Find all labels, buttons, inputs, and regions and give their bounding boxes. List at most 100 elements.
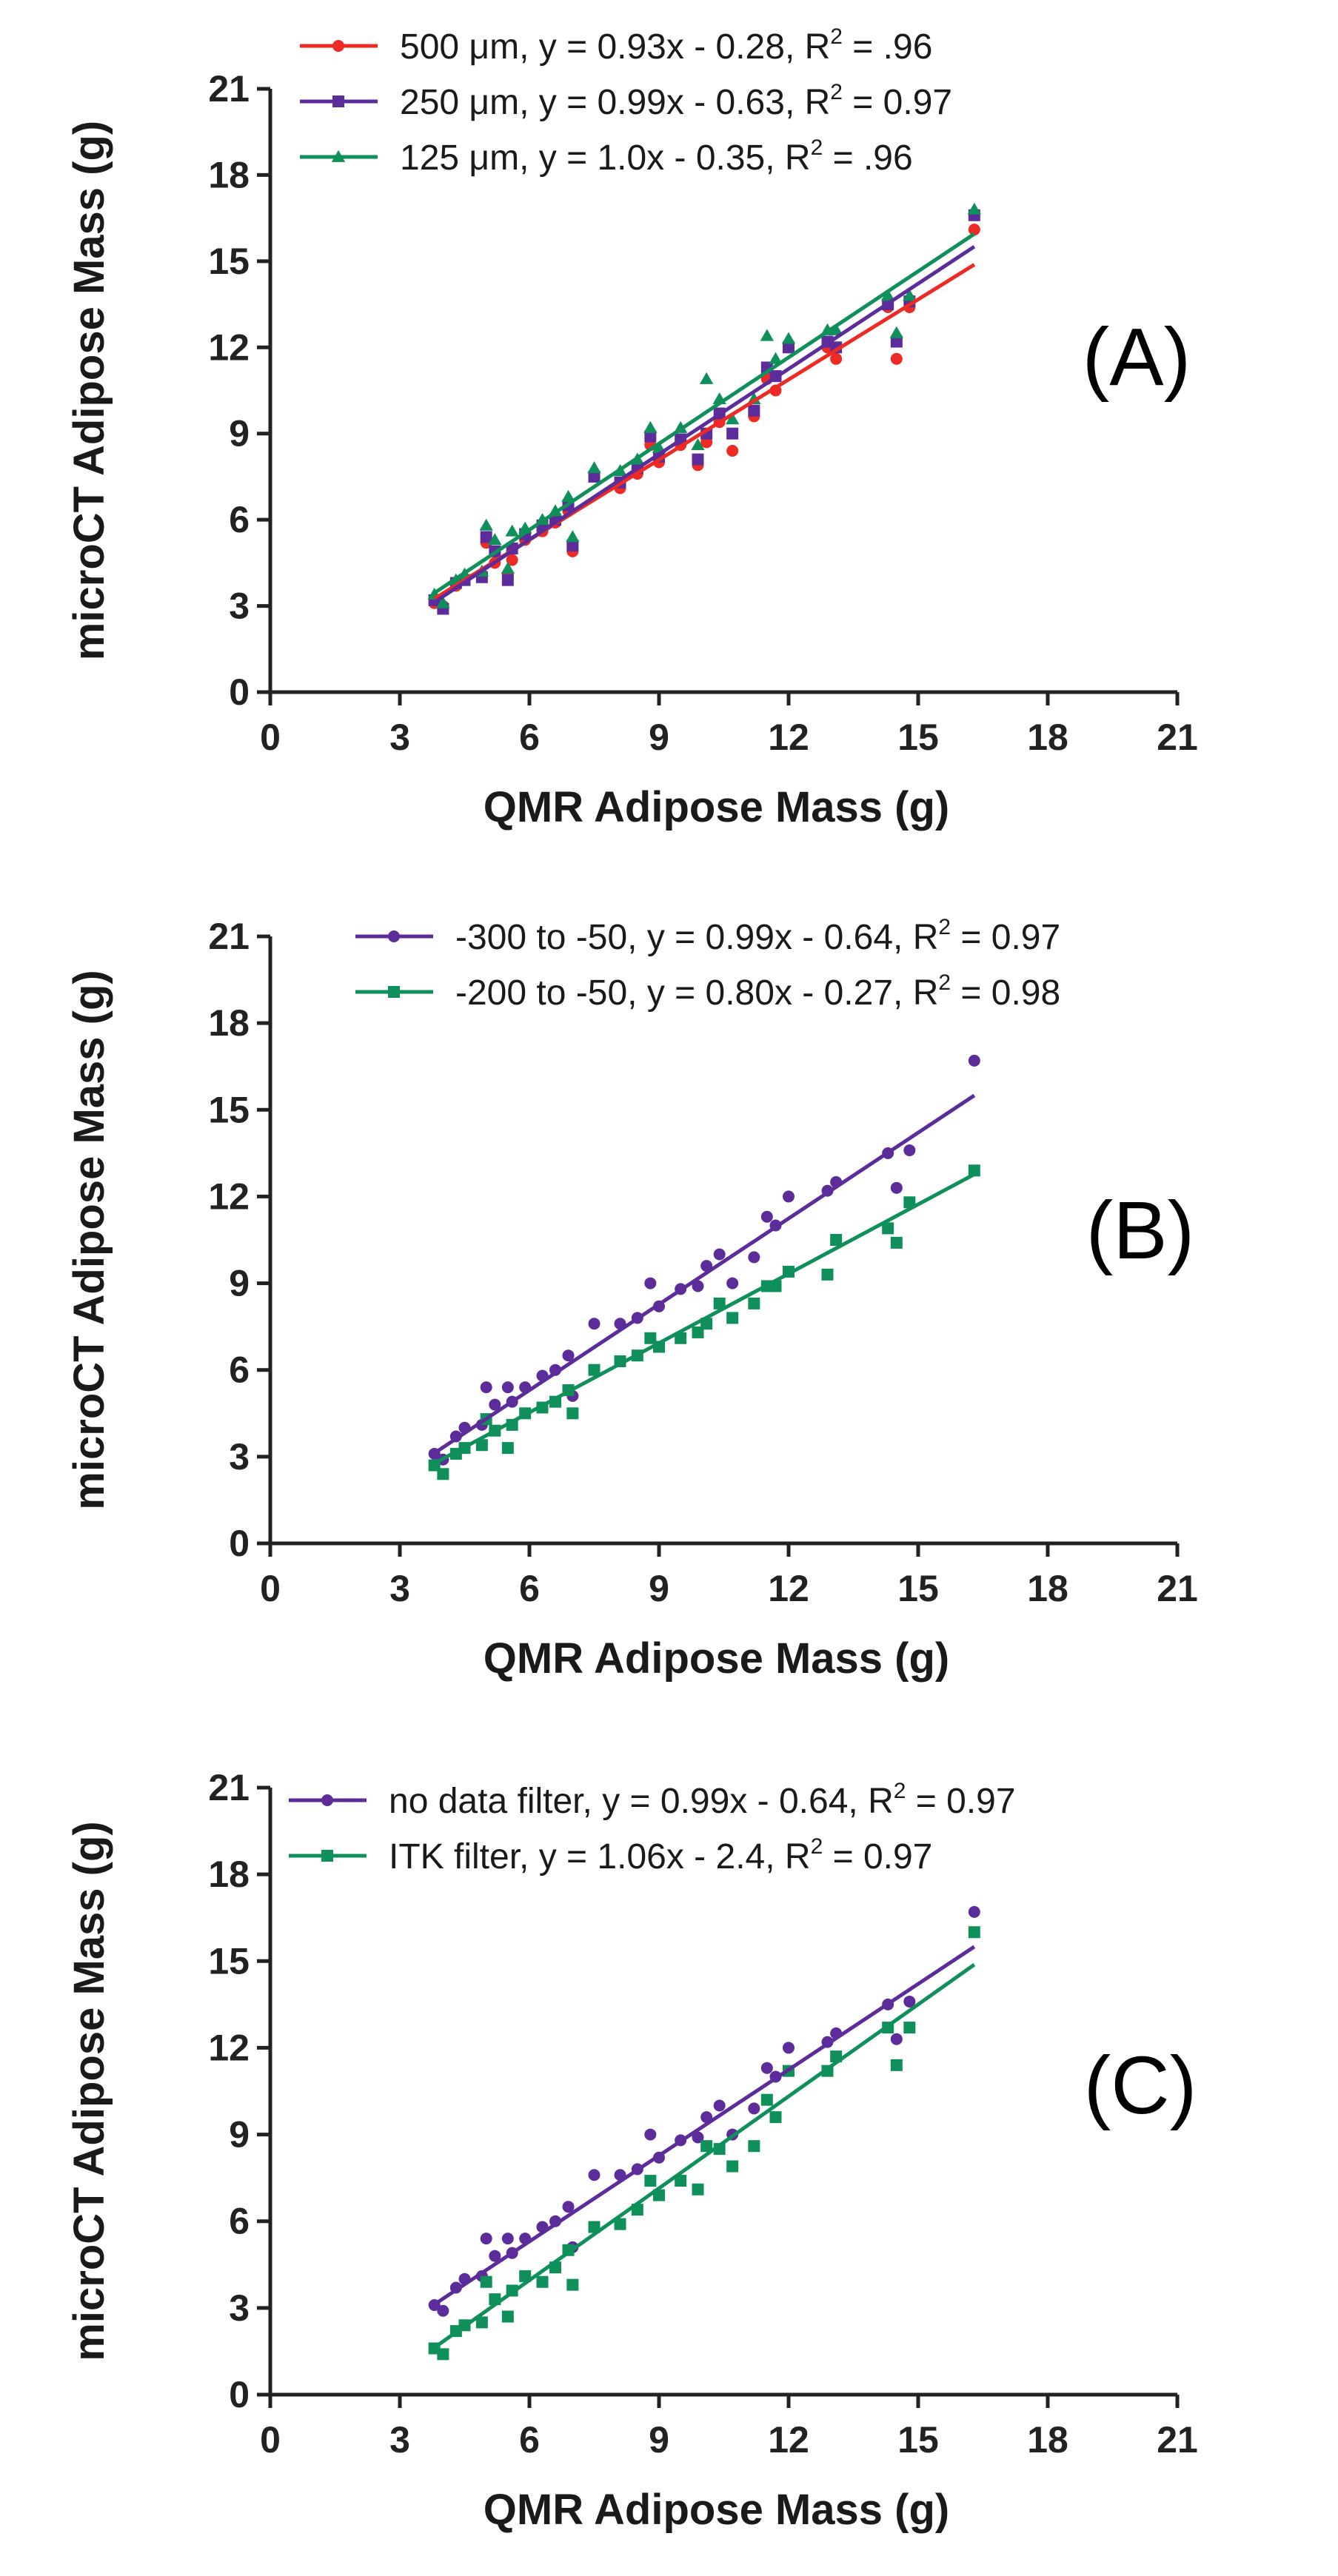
- legend-r2-value: = 0.97: [951, 918, 1060, 957]
- y-tick-label: 3: [229, 586, 250, 627]
- data-point: [968, 1926, 980, 1939]
- legend-marker: [331, 150, 346, 162]
- y-tick-label: 18: [208, 1002, 250, 1044]
- legend-marker: [321, 1850, 333, 1862]
- legend-text-main: 500 μm, y = 0.93x - 0.28, R: [400, 27, 830, 67]
- data-point: [748, 404, 760, 417]
- data-point: [903, 1196, 916, 1209]
- data-point: [890, 2059, 903, 2071]
- legend-entry: 500 μm, y = 0.93x - 0.28, R2 = .96: [300, 24, 932, 67]
- legend-text-main: ITK filter, y = 1.06x - 2.4, R: [389, 1837, 811, 1876]
- data-point: [480, 531, 492, 543]
- y-tick-label: 9: [229, 413, 250, 455]
- x-axis-title: QMR Adipose Mass (g): [484, 783, 949, 831]
- panel-b: 0 3 6 9 12 15 18 21 0 3 6 9 12 15 18 21 QMR Adipose Mass…: [65, 915, 1198, 1683]
- y-tick-label: 6: [229, 2201, 250, 2242]
- data-point: [480, 2275, 492, 2288]
- legend-r2-value: = .96: [823, 138, 912, 178]
- legend-entry: ITK filter, y = 1.06x - 2.4, R2 = 0.97: [289, 1834, 932, 1876]
- data-point: [614, 2218, 626, 2230]
- data-point: [748, 1251, 760, 1264]
- legend-entry: -300 to -50, y = 0.99x - 0.64, R2 = 0.97: [355, 915, 1060, 957]
- fit-line: [433, 1093, 976, 1455]
- x-tick-label: 0: [260, 1568, 281, 1609]
- legend-marker: [321, 1794, 333, 1806]
- panel-a: 0 3 6 9 12 15 18 21 0 3 6 9 12 15 18 21 QMR Adipose Mass…: [65, 24, 1198, 831]
- data-point: [726, 2160, 739, 2173]
- x-axis-title: QMR Adipose Mass (g): [484, 1634, 949, 1683]
- x-tick-label: 18: [1027, 2419, 1068, 2461]
- y-tick-label: 0: [229, 1523, 250, 1564]
- fit-line: [433, 232, 976, 595]
- x-tick-label: 9: [649, 717, 669, 758]
- data-point: [588, 2169, 601, 2181]
- data-point: [475, 2316, 488, 2329]
- legend-marker: [388, 986, 400, 998]
- legend-label: 250 μm, y = 0.99x - 0.63, R2 = 0.97: [400, 80, 952, 122]
- data-point: [760, 329, 775, 341]
- data-point: [903, 289, 917, 301]
- y-tick-label: 0: [229, 671, 250, 713]
- y-tick-label: 15: [208, 1089, 250, 1130]
- x-axis-title: QMR Adipose Mass (g): [484, 2486, 949, 2534]
- y-tick-label: 6: [229, 1349, 250, 1391]
- legend-marker: [332, 95, 344, 107]
- legend-label: 125 μm, y = 1.0x - 0.35, R2 = .96: [400, 135, 913, 178]
- data-point: [588, 1364, 601, 1376]
- data-point: [967, 202, 982, 215]
- legend-superscript: 2: [811, 135, 823, 160]
- data-point: [781, 332, 796, 344]
- legend-superscript: 2: [830, 80, 843, 104]
- data-point: [890, 352, 903, 365]
- data-point: [692, 2183, 704, 2196]
- data-point: [748, 2102, 760, 2115]
- data-point: [505, 524, 519, 537]
- data-point: [783, 341, 795, 354]
- legend-label: no data filter, y = 0.99x - 0.64, R2 = 0…: [389, 1779, 1016, 1821]
- data-point: [488, 533, 502, 546]
- data-point: [501, 574, 514, 586]
- data-point: [588, 1318, 601, 1330]
- data-point: [562, 2201, 575, 2213]
- data-point: [479, 518, 493, 531]
- legend-marker: [388, 930, 400, 942]
- data-point: [588, 470, 601, 483]
- data-point: [436, 596, 450, 608]
- data-point: [890, 335, 903, 348]
- x-tick-label: 9: [649, 1568, 669, 1609]
- data-point: [748, 1297, 760, 1309]
- fit-line: [433, 1945, 976, 2307]
- data-point: [968, 1054, 980, 1067]
- data-point: [769, 352, 783, 364]
- y-tick-label: 9: [229, 2114, 250, 2156]
- data-point: [769, 2111, 782, 2124]
- data-point: [644, 2175, 657, 2187]
- legend-r2-value: = 0.98: [951, 973, 1060, 1013]
- legend-entry: 250 μm, y = 0.99x - 0.63, R2 = 0.97: [300, 80, 952, 122]
- data-point: [644, 2128, 657, 2141]
- y-tick-label: 12: [208, 2027, 250, 2068]
- data-point: [821, 1268, 834, 1281]
- y-tick-label: 3: [229, 1436, 250, 1477]
- data-point: [783, 2042, 795, 2054]
- data-point: [489, 1398, 501, 1411]
- x-tick-label: 6: [519, 2419, 540, 2461]
- x-tick-label: 15: [897, 717, 939, 758]
- data-point: [506, 554, 518, 566]
- data-point: [691, 438, 705, 451]
- panel-label: (A): [1083, 312, 1191, 403]
- data-point: [889, 326, 904, 338]
- data-point: [968, 1905, 980, 1918]
- x-tick-label: 12: [768, 2419, 809, 2461]
- x-tick-label: 12: [768, 717, 809, 758]
- data-point: [501, 2310, 514, 2323]
- legend-text-main: -300 to -50, y = 0.99x - 0.64, R: [455, 918, 938, 957]
- data-point: [501, 1381, 514, 1394]
- data-point: [903, 1995, 916, 2008]
- data-point: [566, 530, 580, 543]
- x-tick-label: 21: [1157, 2419, 1198, 2461]
- legend-text-main: no data filter, y = 0.99x - 0.64, R: [389, 1782, 894, 1821]
- data-point: [890, 1236, 903, 1249]
- x-tick-label: 9: [649, 2419, 669, 2461]
